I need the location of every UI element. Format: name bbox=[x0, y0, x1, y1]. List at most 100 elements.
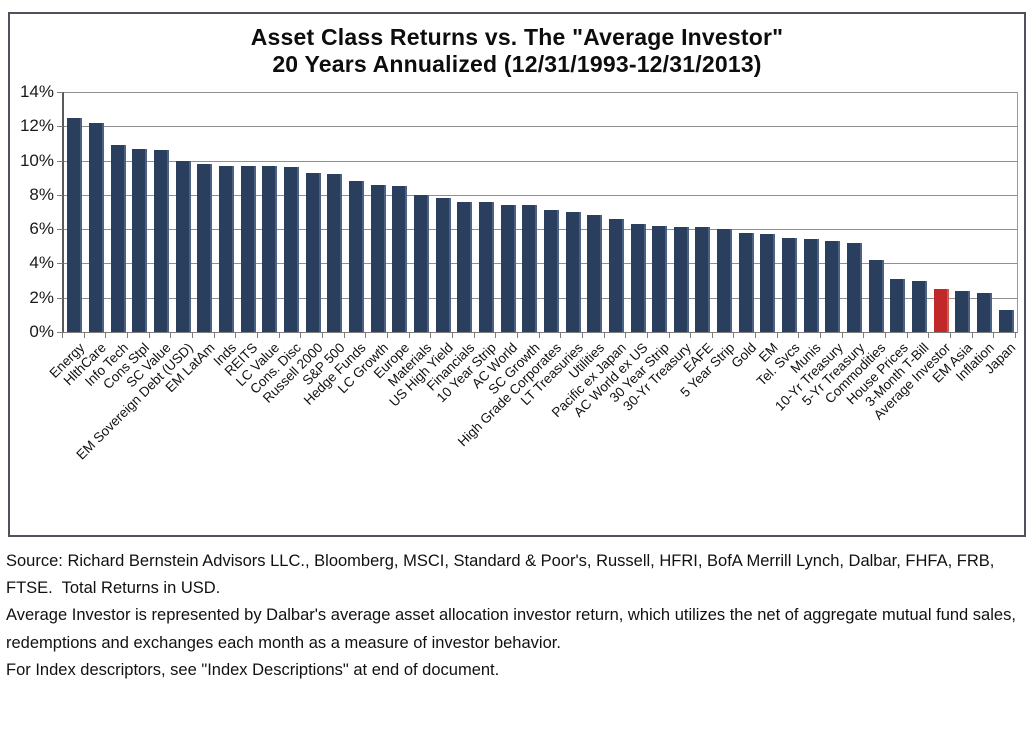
chart-frame: Asset Class Returns vs. The "Average Inv… bbox=[8, 12, 1026, 537]
x-axis-tick bbox=[668, 333, 670, 338]
bar-cons-disc bbox=[283, 167, 299, 332]
x-axis-tick bbox=[105, 333, 107, 338]
bar-lt-treasuries bbox=[565, 212, 581, 332]
bar-info-tech bbox=[110, 145, 126, 332]
bar-inds bbox=[218, 165, 234, 332]
x-axis-tick bbox=[581, 333, 583, 338]
x-axis-tick bbox=[820, 333, 822, 338]
x-axis-tick bbox=[386, 333, 388, 338]
x-axis-tick bbox=[170, 333, 172, 338]
source-note: Source: Richard Bernstein Advisors LLC.,… bbox=[6, 552, 999, 598]
bar-munis bbox=[803, 239, 819, 332]
footnotes: Source: Richard Bernstein Advisors LLC.,… bbox=[6, 548, 1028, 684]
x-axis-tick bbox=[83, 333, 85, 338]
x-axis-tick bbox=[1015, 333, 1016, 338]
bar-japan bbox=[998, 309, 1014, 332]
bar-inflation bbox=[977, 292, 992, 332]
x-axis-tick bbox=[343, 333, 345, 338]
x-axis-tick bbox=[906, 333, 908, 338]
x-axis-tick bbox=[235, 333, 237, 338]
gridline-4 bbox=[64, 263, 1017, 265]
x-axis-tick bbox=[950, 333, 951, 338]
x-axis-tick bbox=[408, 333, 410, 338]
bar-30-year-strip bbox=[652, 225, 668, 332]
x-axis-tick bbox=[451, 333, 453, 338]
x-axis-tick bbox=[213, 333, 215, 338]
x-axis-tick bbox=[971, 333, 973, 338]
x-axis-tick bbox=[625, 333, 627, 338]
bar-ac-world bbox=[500, 205, 516, 332]
bar-lc-value bbox=[262, 165, 278, 332]
chart-title-line1: Asset Class Returns vs. The "Average Inv… bbox=[250, 24, 784, 50]
bar-5-year-strip bbox=[717, 229, 733, 332]
x-axis-tick bbox=[473, 333, 475, 338]
bar-s-p-500 bbox=[327, 174, 343, 332]
y-axis-label-4: 4% bbox=[29, 253, 54, 273]
plot-area bbox=[62, 92, 1018, 333]
chart-title: Asset Class Returns vs. The "Average Inv… bbox=[10, 24, 1024, 78]
gridline-12 bbox=[64, 126, 1017, 128]
bar-em bbox=[760, 234, 776, 332]
average-investor-note: Average Investor is represented by Dalba… bbox=[6, 606, 1021, 652]
bar-pacific-ex-japan bbox=[608, 218, 624, 332]
gridline-6 bbox=[64, 229, 1017, 231]
x-axis-tick bbox=[733, 333, 735, 338]
gridline-2 bbox=[64, 297, 1017, 299]
x-axis-tick bbox=[711, 333, 713, 338]
chart-title-line2: 20 Years Annualized (12/31/1993-12/31/20… bbox=[272, 51, 762, 78]
x-axis-tick bbox=[192, 333, 193, 338]
bar-10-year-strip bbox=[478, 201, 494, 332]
bar-5-yr-treasury bbox=[847, 242, 863, 332]
bar-europe bbox=[392, 186, 408, 332]
y-axis-tick bbox=[57, 92, 63, 93]
bar-3-month-t-bill bbox=[912, 280, 927, 332]
bar-ac-world-ex-us bbox=[630, 224, 646, 332]
bar-em-latam bbox=[197, 164, 213, 332]
x-axis-tick bbox=[928, 333, 930, 338]
y-axis-label-12: 12% bbox=[19, 116, 54, 136]
x-axis-tick bbox=[755, 333, 757, 338]
y-axis-label-0: 0% bbox=[29, 322, 54, 341]
x-axis-tick bbox=[256, 333, 258, 338]
bar-commodities bbox=[868, 260, 884, 332]
x-axis-tick bbox=[495, 333, 497, 338]
x-axis-tick bbox=[798, 333, 800, 338]
y-axis-tick bbox=[57, 332, 63, 333]
y-axis-tick bbox=[57, 194, 63, 196]
x-axis-tick bbox=[365, 333, 367, 338]
bar-sc-value bbox=[154, 150, 169, 332]
bar-tel-svcs bbox=[782, 237, 798, 332]
x-axis-tick bbox=[516, 333, 518, 338]
y-axis-tick bbox=[57, 160, 63, 162]
x-axis-tick bbox=[62, 333, 63, 338]
bar-energy bbox=[67, 117, 83, 332]
bar-sc-growth bbox=[522, 205, 538, 332]
bar-us-high-yield bbox=[435, 198, 451, 332]
bar-eafe bbox=[695, 227, 711, 332]
bar-lc-growth bbox=[370, 184, 386, 332]
y-axis-tick bbox=[57, 126, 63, 128]
bar-utilities bbox=[587, 215, 603, 332]
x-axis-tick bbox=[776, 333, 778, 338]
bar-reits bbox=[240, 165, 256, 332]
bar-10-yr-treasury bbox=[825, 241, 841, 332]
y-axis-label-14: 14% bbox=[19, 82, 54, 101]
y-axis-label-6: 6% bbox=[29, 219, 54, 239]
y-axis-tick bbox=[57, 229, 63, 231]
gridline-14 bbox=[64, 92, 1017, 93]
y-axis-label-8: 8% bbox=[29, 184, 54, 204]
bar-hedge-funds bbox=[348, 181, 364, 332]
x-axis-tick bbox=[148, 333, 150, 338]
bar-russell-2000 bbox=[305, 172, 321, 332]
bar-cons-stpl bbox=[132, 148, 148, 332]
bar-em-sovereign-debt-usd- bbox=[175, 160, 191, 332]
x-axis-tick bbox=[885, 333, 886, 338]
x-axis-tick bbox=[603, 333, 605, 338]
index-descriptors-note: For Index descriptors, see "Index Descri… bbox=[6, 660, 500, 679]
x-axis-tick bbox=[690, 333, 692, 338]
x-axis-tick bbox=[841, 333, 843, 338]
bar-gold bbox=[738, 232, 754, 332]
bar-hlthcare bbox=[89, 122, 104, 332]
x-axis-tick bbox=[538, 333, 540, 338]
